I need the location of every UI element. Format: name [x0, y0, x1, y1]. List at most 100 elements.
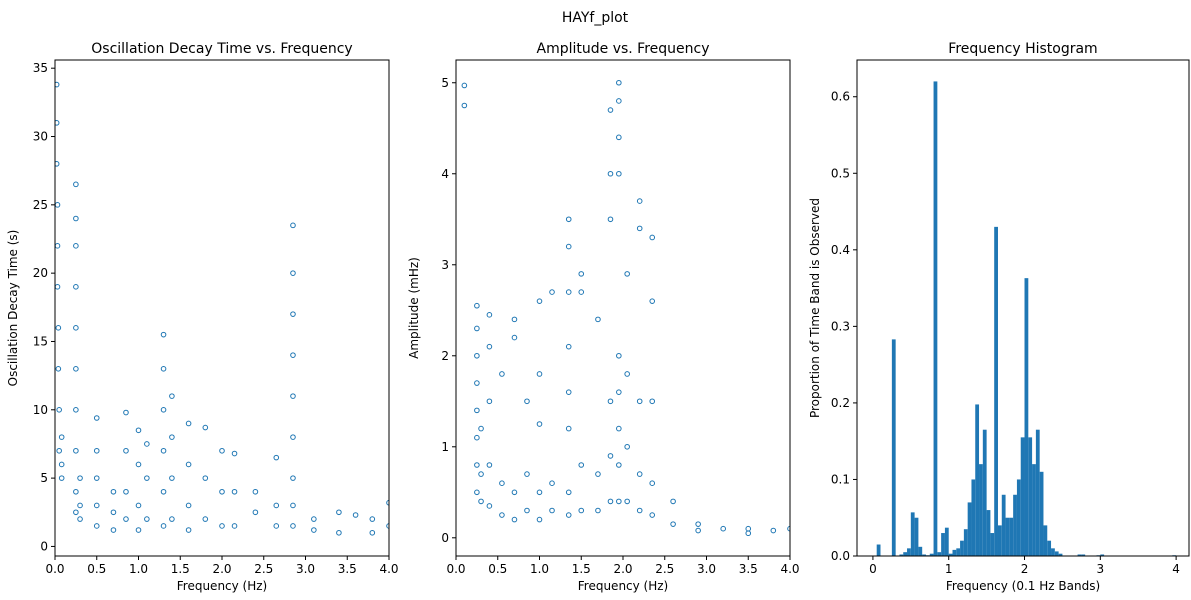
y-axis-label: Amplitude (mHz) — [407, 257, 421, 359]
scatter-point — [77, 502, 83, 509]
x-tick-label: 2.0 — [613, 562, 632, 576]
y-tick-label: 0.1 — [831, 472, 850, 486]
x-tick-label: 3.0 — [296, 562, 315, 576]
scatter-point — [624, 371, 630, 377]
scatter-point — [110, 488, 117, 495]
scatter-point — [55, 202, 61, 208]
subplot-title: Amplitude vs. Frequency — [537, 41, 710, 57]
scatter-point — [565, 489, 572, 496]
scatter-point — [110, 527, 117, 533]
y-tick-label: 35 — [33, 61, 48, 75]
scatter-point — [636, 398, 643, 405]
scatter-point — [511, 516, 518, 523]
histogram-bar — [891, 339, 896, 556]
scatter-point — [624, 498, 630, 505]
scatter-point — [578, 507, 585, 514]
scatter-point — [636, 507, 643, 514]
y-tick-label: 1 — [441, 440, 449, 454]
scatter-point — [636, 198, 643, 204]
axes-frame — [54, 59, 390, 557]
scatter-point — [636, 225, 643, 232]
y-tick-label: 0.0 — [831, 549, 850, 563]
scatter-point — [169, 393, 175, 399]
scatter-point — [290, 222, 296, 229]
scatter-point — [273, 502, 280, 509]
scatter-point — [386, 523, 389, 529]
scatter-point — [185, 502, 192, 509]
scatter-point — [169, 434, 175, 440]
histogram-bar — [1013, 494, 1017, 556]
histogram-bar — [960, 540, 964, 556]
scatter-point — [386, 499, 389, 506]
scatter-point — [478, 425, 484, 432]
scatter-point — [511, 316, 518, 323]
y-tick-label: 0.2 — [831, 396, 850, 410]
scatter-point — [670, 521, 676, 527]
histogram-bar — [956, 548, 961, 556]
scatter-point — [549, 480, 555, 486]
plot-area — [461, 79, 790, 537]
scatter-point — [55, 81, 60, 88]
scatter-point — [770, 527, 777, 534]
scatter-point — [616, 79, 622, 86]
scatter-point — [565, 389, 572, 395]
scatter-point — [252, 509, 259, 516]
scatter-point — [511, 334, 518, 341]
histogram-bar — [1001, 494, 1006, 556]
scatter-point — [499, 480, 505, 486]
scatter-point — [231, 450, 238, 457]
scatter-point — [58, 475, 65, 481]
scatter-point — [595, 316, 601, 323]
scatter-point — [58, 434, 65, 440]
y-tick-label: 5 — [441, 76, 449, 90]
scatter-point — [536, 516, 543, 523]
scatter-point — [144, 516, 150, 522]
histogram-bar — [979, 464, 983, 556]
y-tick-label: 0.4 — [831, 243, 850, 257]
scatter-point — [595, 471, 601, 477]
scatter-point — [565, 243, 572, 250]
histogram-bar — [1081, 554, 1086, 556]
scatter-point — [311, 527, 317, 533]
scatter-point — [474, 434, 480, 441]
plot-area — [55, 81, 389, 536]
scatter-point — [649, 480, 656, 486]
scatter-point — [565, 289, 572, 295]
x-tick-label: 2.5 — [655, 562, 674, 576]
axes-frame — [455, 59, 791, 557]
plot-area — [876, 81, 1177, 556]
scatter-point — [73, 447, 79, 454]
scatter-point — [565, 343, 572, 350]
scatter-point — [565, 512, 572, 518]
x-tick-label: 4.0 — [379, 562, 398, 576]
scatter-point — [578, 289, 585, 295]
scatter-point — [252, 488, 259, 495]
scatter-point — [93, 415, 100, 421]
histogram-bar — [922, 554, 926, 556]
scatter-point — [474, 462, 480, 468]
scatter-point — [160, 488, 167, 495]
y-tick-label: 10 — [33, 403, 48, 417]
x-tick-label: 2 — [1021, 562, 1029, 576]
x-tick-label: 1.5 — [171, 562, 190, 576]
scatter-point — [219, 447, 225, 454]
scatter-point — [578, 271, 585, 277]
scatter-point — [486, 462, 493, 468]
scatter-point — [202, 475, 209, 481]
scatter-point — [55, 243, 61, 249]
x-tick-label: 0.0 — [446, 562, 465, 576]
scatter-point — [474, 302, 480, 309]
x-tick-label: 3.5 — [739, 562, 758, 576]
histogram-bar — [952, 549, 957, 556]
scatter-point — [77, 516, 83, 522]
scatter-point — [624, 271, 630, 277]
scatter-point — [474, 407, 480, 414]
histogram-bar — [1058, 553, 1063, 556]
scatter-point — [93, 447, 100, 454]
scatter-point — [695, 527, 701, 534]
scatter-point — [474, 352, 480, 359]
scatter-point — [135, 502, 142, 509]
scatter-point — [73, 181, 79, 188]
histogram-bar — [1009, 517, 1014, 556]
scatter-point — [607, 398, 614, 405]
